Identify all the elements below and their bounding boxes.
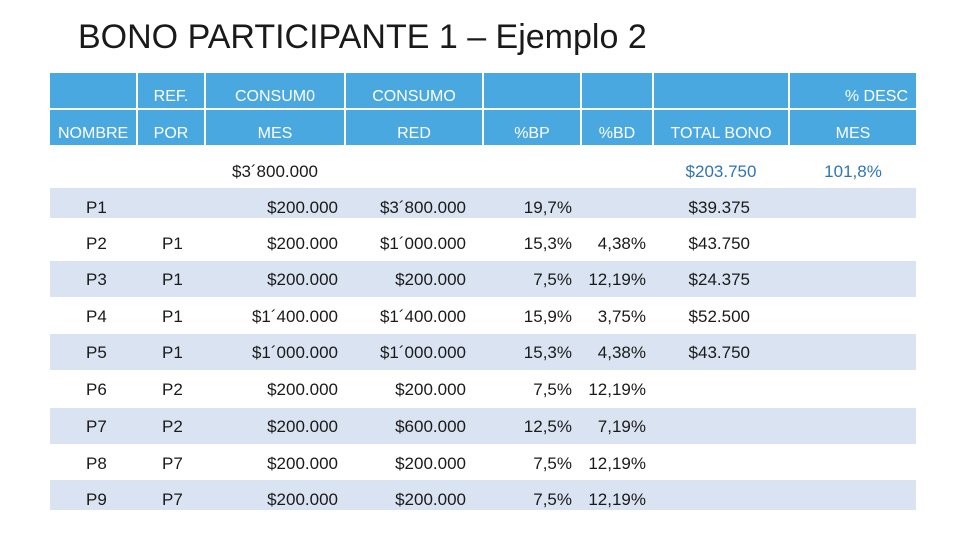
cell-bd: 12,19% bbox=[588, 454, 646, 473]
header-desc-line1: % DESC bbox=[844, 88, 908, 105]
cell-consumo-mes: $200.000 bbox=[267, 198, 338, 217]
band-row-p7 bbox=[50, 408, 916, 444]
cell-bd: 12,19% bbox=[588, 380, 646, 399]
cell-consumo-red: $1´000.000 bbox=[379, 343, 466, 362]
cell-bp: 7,5% bbox=[533, 270, 572, 289]
cell-total: $52.500 bbox=[688, 307, 750, 326]
header-consumo-mes-line1: CONSUM0 bbox=[234, 88, 315, 105]
cell-consumo-mes: $200.000 bbox=[267, 417, 338, 436]
cell-bd: 3,75% bbox=[597, 307, 646, 326]
cell-bp: 7,5% bbox=[533, 490, 572, 509]
header-consumo-red-line1: CONSUMO bbox=[372, 88, 456, 105]
bonus-table: REF. CONSUM0 CONSUMO % DESC NOMBRE POR M… bbox=[50, 0, 916, 540]
cell-bp: 12,5% bbox=[523, 417, 572, 436]
cell-consumo-mes: $200.000 bbox=[267, 380, 338, 399]
header-ref-line2: POR bbox=[153, 125, 189, 142]
cell-bp: 7,5% bbox=[533, 454, 572, 473]
cell-consumo-red: $1´000.000 bbox=[379, 234, 466, 253]
cell-bp: 7,5% bbox=[533, 380, 572, 399]
band-row-p1 bbox=[50, 188, 916, 218]
header-desc-line2: MES bbox=[835, 125, 871, 142]
cell-ref: P1 bbox=[162, 270, 183, 289]
total-bono: $203.750 bbox=[685, 162, 757, 181]
band-row-p5 bbox=[50, 334, 916, 370]
cell-ref: P1 bbox=[162, 234, 183, 253]
cell-consumo-mes: $200.000 bbox=[267, 490, 338, 509]
cell-ref: P2 bbox=[162, 417, 183, 436]
cell-ref: P7 bbox=[162, 454, 183, 473]
cell-consumo-red: $200.000 bbox=[395, 454, 466, 473]
cell-ref: P2 bbox=[162, 380, 183, 399]
cell-total: $24.375 bbox=[688, 270, 750, 289]
cell-nombre: P5 bbox=[86, 343, 107, 362]
header-divider bbox=[50, 108, 916, 110]
cell-total: $43.750 bbox=[688, 234, 750, 253]
slide-title: BONO PARTICIPANTE 1 – Ejemplo 2 bbox=[78, 18, 647, 56]
cell-consumo-mes: $1´000.000 bbox=[251, 343, 338, 362]
cell-consumo-mes: $200.000 bbox=[267, 270, 338, 289]
header-bp: %BP bbox=[514, 125, 550, 142]
band-row-p3 bbox=[50, 261, 916, 297]
header-consumo-red-line2: RED bbox=[397, 125, 431, 142]
cell-consumo-red: $200.000 bbox=[395, 270, 466, 289]
cell-nombre: P1 bbox=[86, 198, 107, 217]
cell-nombre: P2 bbox=[86, 234, 107, 253]
cell-consumo-mes: $1´400.000 bbox=[251, 307, 338, 326]
cell-consumo-red: $3´800.000 bbox=[379, 198, 466, 217]
cell-nombre: P3 bbox=[86, 270, 107, 289]
cell-total: $43.750 bbox=[688, 343, 750, 362]
header-total-bono: TOTAL BONO bbox=[670, 125, 772, 142]
cell-ref: P1 bbox=[162, 343, 183, 362]
cell-consumo-mes: $200.000 bbox=[267, 454, 338, 473]
cell-bp: 15,3% bbox=[523, 234, 572, 253]
cell-nombre: P7 bbox=[86, 417, 107, 436]
cell-nombre: P8 bbox=[86, 454, 107, 473]
cell-bp: 19,7% bbox=[523, 198, 572, 217]
header-ref-line1: REF. bbox=[153, 88, 189, 105]
cell-bd: 4,38% bbox=[597, 343, 646, 362]
header-consumo-mes-line2: MES bbox=[257, 125, 293, 142]
cell-consumo-red: $200.000 bbox=[395, 490, 466, 509]
cell-bp: 15,9% bbox=[523, 307, 572, 326]
cell-bd: 12,19% bbox=[588, 270, 646, 289]
cell-nombre: P6 bbox=[86, 380, 107, 399]
cell-bd: 7,19% bbox=[597, 417, 646, 436]
band-row-p9 bbox=[50, 480, 916, 510]
cell-ref: P7 bbox=[162, 490, 183, 509]
cell-bd: 4,38% bbox=[597, 234, 646, 253]
cell-nombre: P4 bbox=[86, 307, 107, 326]
cell-ref: P1 bbox=[162, 307, 183, 326]
header-bd: %BD bbox=[598, 125, 636, 142]
total-consumo-mes: $3´800.000 bbox=[231, 162, 319, 181]
total-desc-mes: 101,8% bbox=[824, 162, 882, 181]
cell-bp: 15,3% bbox=[523, 343, 572, 362]
cell-consumo-red: $600.000 bbox=[395, 417, 466, 436]
header-nombre: NOMBRE bbox=[58, 125, 129, 142]
cell-total: $39.375 bbox=[688, 198, 750, 217]
cell-nombre: P9 bbox=[86, 490, 107, 509]
cell-consumo-red: $200.000 bbox=[395, 380, 466, 399]
cell-bd: 12,19% bbox=[588, 490, 646, 509]
cell-consumo-mes: $200.000 bbox=[267, 234, 338, 253]
cell-consumo-red: $1´400.000 bbox=[379, 307, 466, 326]
